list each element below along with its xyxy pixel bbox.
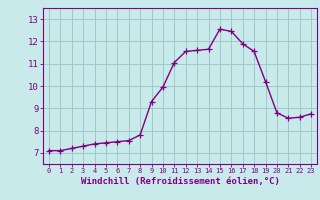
X-axis label: Windchill (Refroidissement éolien,°C): Windchill (Refroidissement éolien,°C) <box>81 177 279 186</box>
